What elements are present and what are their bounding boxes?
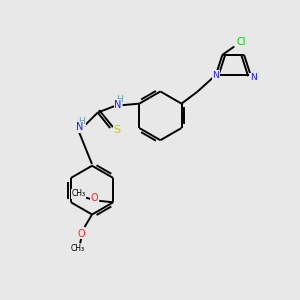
Text: S: S: [113, 125, 120, 135]
Text: CH₃: CH₃: [71, 189, 85, 198]
Text: H: H: [116, 95, 123, 104]
Text: N: N: [114, 100, 122, 110]
Text: CH₃: CH₃: [71, 244, 85, 253]
Text: H: H: [79, 117, 85, 126]
Text: N: N: [212, 71, 219, 80]
Text: N: N: [250, 73, 256, 82]
Text: O: O: [78, 229, 86, 238]
Text: Cl: Cl: [237, 37, 247, 47]
Text: O: O: [91, 194, 98, 203]
Text: N: N: [76, 122, 84, 132]
